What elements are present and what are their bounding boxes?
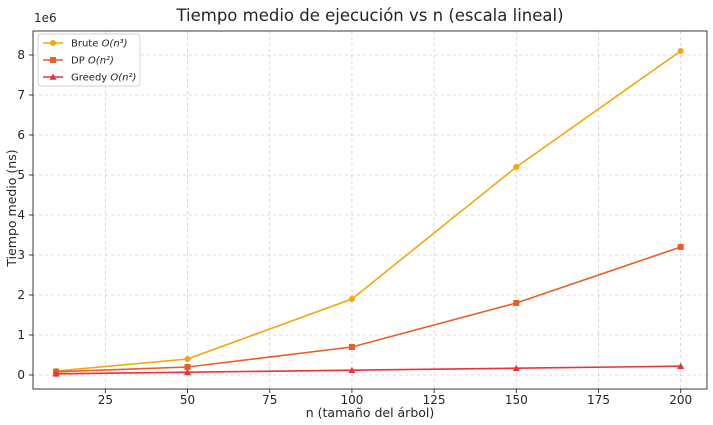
greedy-point [512, 364, 520, 371]
x-tick-label: 75 [262, 393, 277, 407]
greedy-point [184, 368, 192, 375]
legend-label-brute: Brute O(n³) [71, 39, 128, 50]
y-axis-label: Tiempo medio (ns) [4, 149, 19, 267]
legend-label-dp: DP O(n²) [71, 56, 114, 67]
legend-item-brute: Brute O(n³) [43, 39, 128, 50]
dp-line [55, 246, 681, 373]
x-axis-ticks: 25 50 75 100 125 150 175 200 [98, 389, 692, 407]
dp-point [348, 344, 355, 350]
series-brute [53, 48, 684, 374]
legend-complexity-brute: O(n³) [102, 39, 128, 50]
series-greedy [52, 362, 685, 377]
dp-point [677, 244, 684, 250]
series-dp [53, 244, 684, 375]
legend-box [37, 33, 141, 87]
legend: Brute O(n³) DP O(n²) Greedy O(n²) [37, 33, 141, 87]
y-tick-label: 1 [17, 328, 25, 342]
y-tick-label: 6 [17, 128, 25, 142]
x-tick-label: 200 [669, 393, 692, 407]
dp-point [184, 364, 191, 370]
brute-point [348, 296, 355, 302]
greedy-point [677, 362, 685, 369]
x-tick-label: 25 [98, 393, 113, 407]
brute-point [513, 164, 520, 170]
legend-item-dp: DP O(n²) [43, 56, 114, 67]
y-tick-label: 7 [17, 88, 25, 102]
y-tick-label: 5 [17, 168, 25, 182]
legend-complexity-dp: O(n²) [88, 56, 114, 67]
greedy-point [52, 370, 60, 377]
y-tick-label: 4 [17, 208, 25, 222]
x-tick-label: 175 [587, 393, 610, 407]
x-tick-label: 50 [180, 393, 195, 407]
grid [33, 31, 707, 389]
x-tick-label: 100 [340, 393, 363, 407]
brute-line [55, 50, 682, 372]
x-axis-label: n (tamaño del árbol) [306, 405, 435, 420]
legend-complexity-greedy: O(n²) [110, 73, 136, 84]
legend-marker-greedy [49, 73, 57, 80]
legend-label-greedy: Greedy O(n²) [71, 73, 136, 84]
y-tick-label: 8 [17, 48, 25, 62]
brute-point [184, 356, 191, 362]
legend-item-greedy: Greedy O(n²) [43, 73, 136, 84]
y-axis-ticks: 0 1 2 3 4 5 6 7 8 [17, 48, 33, 382]
y-offset-label: 1e6 [34, 11, 57, 25]
chart-title: Tiempo medio de ejecución vs n (escala l… [175, 6, 563, 25]
greedy-point [348, 366, 356, 373]
series-group [52, 48, 685, 377]
greedy-line [56, 365, 681, 375]
legend-marker-dp [50, 57, 56, 63]
plot-frame [32, 30, 708, 390]
y-tick-label: 0 [17, 368, 25, 382]
x-tick-label: 125 [423, 393, 446, 407]
brute-point [677, 48, 684, 54]
dp-point [513, 300, 520, 306]
y-tick-label: 2 [17, 288, 25, 302]
x-tick-label: 150 [505, 393, 528, 407]
y-tick-label: 3 [17, 248, 25, 262]
legend-marker-brute [50, 40, 56, 46]
